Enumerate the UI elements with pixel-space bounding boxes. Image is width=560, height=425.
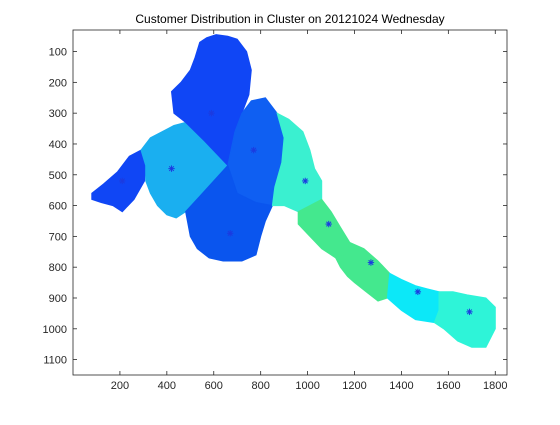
x-tick-label: 600 — [205, 380, 223, 392]
x-tick-label: 800 — [251, 380, 269, 392]
cluster-center-point — [325, 220, 332, 228]
cluster-center-point — [226, 230, 234, 237]
cluster-region-1 — [91, 149, 147, 213]
cluster-center-point — [302, 177, 309, 185]
y-axis: 100 200 300 400 500 600 700 800 900 1000 1100 — [43, 47, 507, 367]
cluster-regions — [91, 34, 496, 348]
y-tick-label: 300 — [49, 108, 67, 120]
cluster-region-7 — [297, 198, 351, 259]
x-tick-label: 400 — [158, 380, 176, 392]
y-tick-label: 400 — [49, 139, 67, 151]
cluster-region-3 — [170, 34, 252, 167]
cluster-center-point — [168, 165, 175, 172]
x-tick-label: 1600 — [436, 380, 460, 392]
cluster-region-10 — [433, 291, 496, 348]
x-tick-label: 1400 — [389, 380, 413, 392]
y-tick-label: 800 — [49, 262, 67, 274]
chart-title: Customer Distribution in Cluster on 2012… — [135, 12, 444, 26]
y-tick-label: 1100 — [43, 355, 67, 367]
cluster-center-point — [414, 288, 422, 296]
cluster-center-point — [367, 259, 375, 266]
cluster-region-9 — [386, 272, 440, 324]
cluster-centers — [119, 109, 473, 316]
x-tick-label: 200 — [111, 380, 129, 392]
y-tick-label: 100 — [49, 47, 67, 59]
plot-frame — [72, 29, 508, 376]
cluster-center-point — [250, 146, 257, 154]
y-tick-label: 700 — [49, 231, 67, 243]
x-axis: 200 400 600 800 1000 1200 1400 1600 1800 — [111, 30, 508, 392]
y-tick-label: 200 — [49, 77, 67, 89]
y-tick-label: 900 — [49, 293, 67, 305]
y-tick-label: 500 — [49, 170, 67, 182]
x-tick-label: 1800 — [483, 380, 507, 392]
cluster-center-point — [208, 109, 215, 117]
x-tick-label: 1200 — [342, 380, 366, 392]
x-tick-label: 1000 — [295, 380, 319, 392]
cluster-region-5 — [185, 164, 274, 262]
y-tick-label: 1000 — [43, 324, 67, 336]
y-tick-label: 600 — [49, 201, 67, 213]
cluster-center-point — [119, 177, 126, 185]
cluster-center-point — [466, 308, 473, 316]
